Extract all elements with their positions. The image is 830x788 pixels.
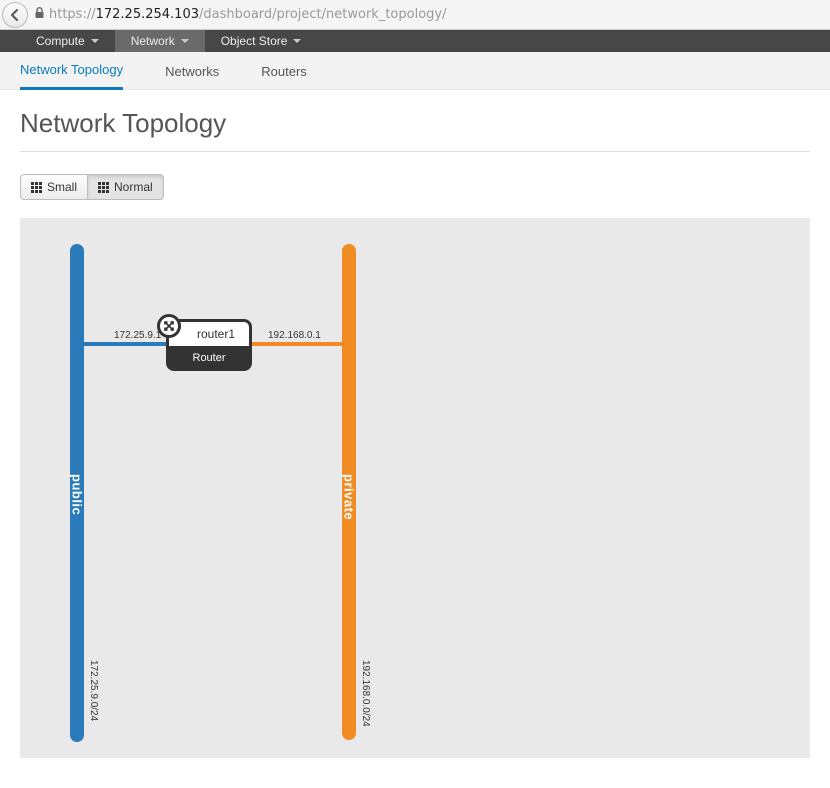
tab-network-topology[interactable]: Network Topology [20,52,123,90]
topology-canvas[interactable]: 172.25.9.1 192.168.0.1 public 172.25.9.0/24… [20,218,810,758]
network-cidr-public: 172.25.9.0/24 [88,660,99,721]
link-ip-public: 172.25.9.1 [114,330,161,341]
lock-icon [34,7,45,22]
network-label-public: public [70,474,85,515]
router-node[interactable]: router1 Router [166,319,252,371]
link-line-public [82,342,172,346]
router-name: router1 [197,327,235,341]
network-label-private: private [342,474,357,520]
primary-nav: Compute Network Object Store [0,30,830,52]
url-input[interactable]: https://172.25.254.103/dashboard/project… [49,7,828,22]
chevron-down-icon [293,39,301,43]
router-icon [157,314,181,338]
network-cidr-private: 192.168.0.0/24 [360,660,371,727]
browser-address-bar: https://172.25.254.103/dashboard/project… [0,0,830,30]
page-title: Network Topology [20,108,810,152]
chevron-down-icon [91,39,99,43]
topnav-item-compute[interactable]: Compute [20,30,115,52]
url-scheme: https:// [49,7,96,22]
tab-routers[interactable]: Routers [261,54,307,89]
topnav-label: Object Store [221,34,288,48]
size-toggle-group: Small Normal [20,174,164,200]
grid-icon [31,182,42,193]
chevron-down-icon [181,39,189,43]
link-line-private [252,342,344,346]
link-ip-private: 192.168.0.1 [268,330,321,341]
size-small-label: Small [47,180,77,194]
size-normal-button[interactable]: Normal [88,174,164,200]
topnav-label: Compute [36,34,85,48]
grid-icon [98,182,109,193]
size-small-button[interactable]: Small [20,174,88,200]
topnav-item-network[interactable]: Network [115,30,205,52]
secondary-tabs: Network Topology Networks Routers [0,52,830,90]
network-bar-public[interactable]: public [70,244,84,742]
network-bar-private[interactable]: private [342,244,356,740]
topnav-item-object-store[interactable]: Object Store [205,30,318,52]
topnav-label: Network [131,34,175,48]
url-host: 172.25.254.103 [96,7,199,22]
router-type-label: Router [166,346,252,371]
router-name-box: router1 [166,319,252,346]
tab-networks[interactable]: Networks [165,54,219,89]
browser-back-button[interactable] [2,2,28,28]
size-normal-label: Normal [114,180,153,194]
url-path: /dashboard/project/network_topology/ [199,7,446,22]
